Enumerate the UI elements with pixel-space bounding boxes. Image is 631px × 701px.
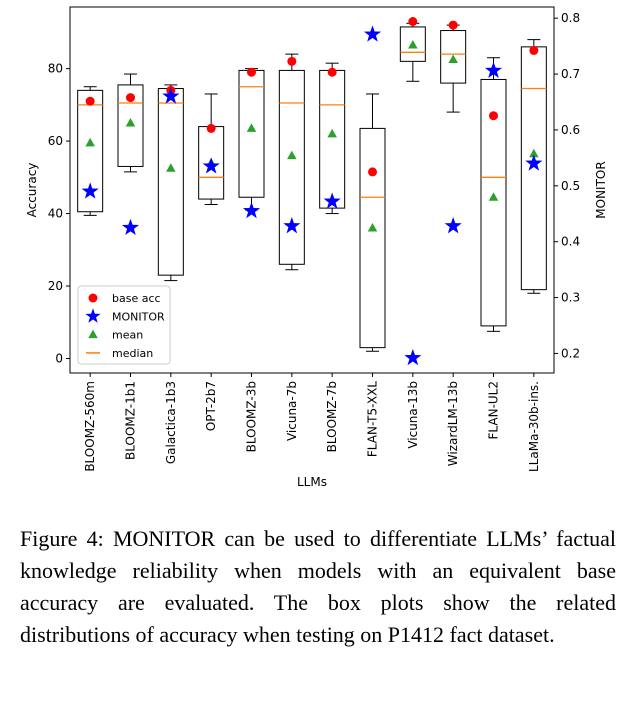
mean-point <box>327 128 337 138</box>
plot-frame <box>69 6 555 374</box>
box-iqr <box>359 127 386 349</box>
base-acc-point <box>287 56 297 66</box>
base-acc-point <box>368 167 377 177</box>
right-tick-label: 0.4 <box>561 235 580 249</box>
x-tick-label: FLAN-T5-XXL <box>366 381 380 457</box>
mean-point <box>488 192 499 201</box>
x-tick-label: FLAN-UL2 <box>487 381 501 439</box>
left-tick-label: 80 <box>48 62 63 76</box>
box-plot-chart: 0 20 40 60 80 0.2 0.3 0.4 0.5 0.6 0.7 0.8 BLOOMZ-5… <box>25 6 608 489</box>
mean-point <box>85 137 95 147</box>
monitor-point <box>484 61 503 78</box>
x-tick-label: Vicuna-13b <box>406 381 420 449</box>
right-y-ticks: 0.2 0.3 0.4 0.5 0.6 0.7 0.8 <box>554 11 580 360</box>
legend-marker-star <box>85 308 101 323</box>
mean-point <box>408 40 418 49</box>
mean-point <box>529 148 539 158</box>
monitor-point <box>444 217 462 234</box>
box-iqr <box>157 88 184 276</box>
monitor-point <box>363 25 382 42</box>
left-y-ticks: 0 20 40 60 80 <box>48 62 70 366</box>
x-category-ticks: BLOOMZ-560m BLOOMZ-1b1 Galactica-1b3 OPT-2b… <box>83 373 541 472</box>
box-iqr <box>480 78 507 327</box>
mean-point <box>367 223 378 232</box>
left-tick-label: 0 <box>55 352 63 366</box>
base-acc-point <box>85 96 95 106</box>
mean-point <box>448 54 458 64</box>
box-iqr <box>117 84 144 167</box>
x-tick-label: LLaMa-30b-ins. <box>527 381 541 472</box>
right-tick-label: 0.6 <box>561 123 580 137</box>
base-acc-point <box>448 20 458 30</box>
legend-marker-triangle <box>88 329 98 339</box>
legend-label: base acc <box>112 292 161 305</box>
monitor-point <box>525 154 543 171</box>
base-acc-point <box>529 45 539 55</box>
box-iqr <box>319 69 346 209</box>
left-tick-label: 60 <box>48 134 63 148</box>
x-tick-label: BLOOMZ-3b <box>245 381 259 452</box>
legend-label: mean <box>112 329 143 342</box>
monitor-point <box>202 157 220 174</box>
left-tick-label: 40 <box>48 207 63 221</box>
x-tick-label: Vicuna-7b <box>285 381 299 441</box>
box-iqr <box>77 89 104 213</box>
x-tick-label: BLOOMZ-1b1 <box>124 381 138 460</box>
base-acc-point <box>408 16 418 26</box>
right-tick-label: 0.8 <box>561 11 580 25</box>
figure-caption: Figure 4: MONITOR can be used to differe… <box>20 526 616 647</box>
x-tick-label: BLOOMZ-7b <box>325 381 339 452</box>
mean-point <box>287 150 297 160</box>
base-acc-point <box>206 123 216 133</box>
monitor-point <box>283 217 301 234</box>
monitor-point <box>242 201 261 219</box>
box-iqr <box>278 69 305 265</box>
monitor-point <box>162 87 180 104</box>
box-iqr <box>399 26 426 62</box>
legend-marker-circle <box>88 293 98 303</box>
legend-label: MONITOR <box>112 310 165 323</box>
legend-frame <box>77 285 171 365</box>
base-acc-point <box>126 93 135 103</box>
box-iqr <box>520 46 547 291</box>
right-tick-label: 0.3 <box>561 291 580 305</box>
mean-point <box>166 163 176 172</box>
legend-label: median <box>112 347 153 360</box>
legend: base acc MONITOR mean median <box>77 285 171 365</box>
monitor-point <box>323 192 341 209</box>
left-tick-label: 20 <box>48 279 63 293</box>
mean-point <box>246 123 257 132</box>
monitor-point <box>404 348 422 366</box>
monitor-point <box>81 182 99 199</box>
x-tick-label: OPT-2b7 <box>204 381 218 431</box>
box-iqr <box>440 30 467 84</box>
x-tick-label: WizardLM-13b <box>446 381 460 466</box>
monitor-point <box>121 218 140 235</box>
x-tick-label: Galactica-1b3 <box>164 381 178 464</box>
marker-series <box>81 16 543 366</box>
right-tick-label: 0.7 <box>561 67 580 81</box>
y-axis-label-right: MONITOR <box>594 161 608 218</box>
x-axis-label: LLMs <box>297 475 327 489</box>
right-tick-label: 0.5 <box>561 179 580 193</box>
base-acc-point <box>247 67 256 77</box>
base-acc-point <box>489 111 498 121</box>
box-series <box>77 22 547 352</box>
base-acc-point <box>327 67 337 77</box>
y-axis-label-left: Accuracy <box>25 163 39 218</box>
mean-point <box>125 117 136 127</box>
box-iqr <box>238 69 265 198</box>
x-tick-label: BLOOMZ-560m <box>83 381 97 472</box>
right-tick-label: 0.2 <box>561 346 580 360</box>
